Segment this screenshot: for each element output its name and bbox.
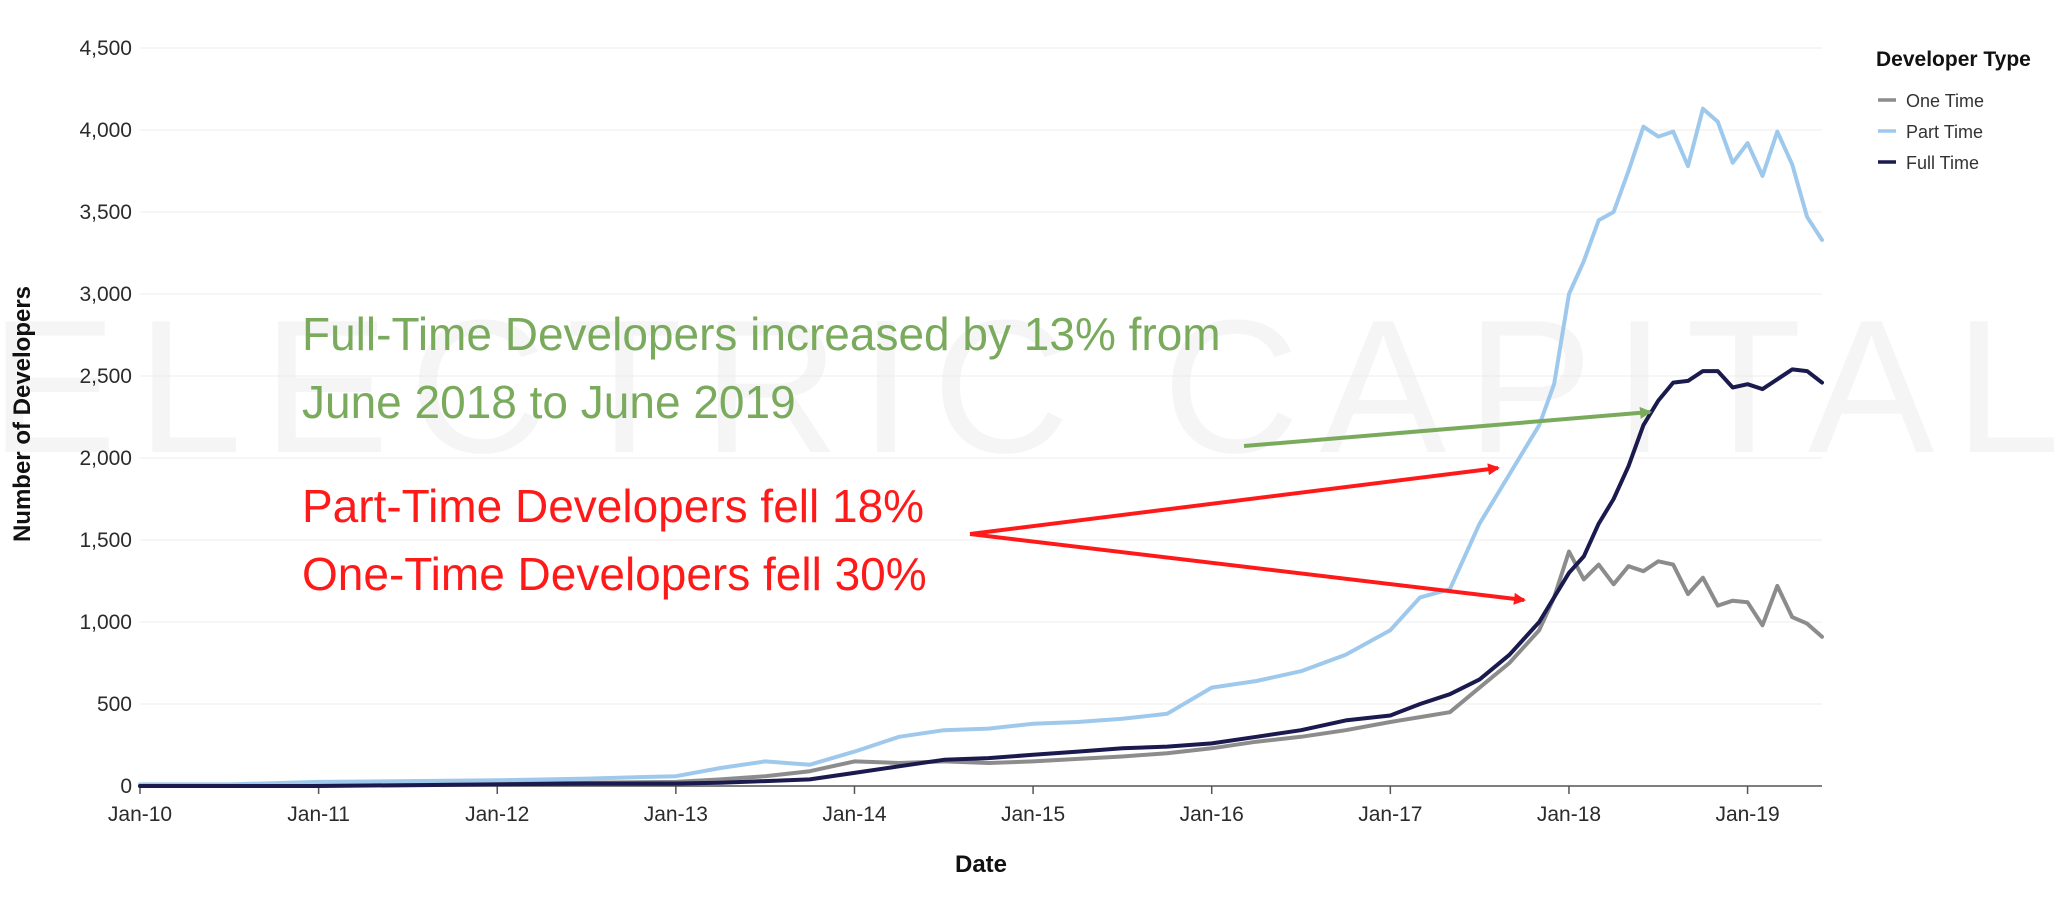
annotation-part-one-time: Part-Time Developers fell 18% One-Time D… bbox=[302, 463, 1526, 605]
annotation-full-time: Full-Time Developers increased by 13% fr… bbox=[302, 308, 1652, 448]
y-tick-label: 3,000 bbox=[79, 283, 132, 306]
x-tick-label: Jan-19 bbox=[1715, 803, 1779, 826]
annotation-part-time-text: Part-Time Developers fell 18% bbox=[302, 480, 924, 532]
y-tick-label: 0 bbox=[120, 775, 132, 798]
y-tick-label: 3,500 bbox=[79, 201, 132, 224]
series-lines bbox=[138, 106, 1824, 788]
y-tick-label: 1,000 bbox=[79, 611, 132, 634]
legend: Developer Type One Time Part Time Full Tim… bbox=[1876, 48, 2031, 173]
y-axis-title: Number of Developers bbox=[9, 286, 36, 542]
series-line-one-time bbox=[138, 549, 1824, 788]
x-tick-label: Jan-14 bbox=[822, 803, 887, 826]
annotation-part-time-arrow bbox=[969, 463, 1500, 536]
annotation-full-time-line1: Full-Time Developers increased by 13% fr… bbox=[302, 308, 1221, 360]
annotation-full-time-line2: June 2018 to June 2019 bbox=[302, 376, 796, 428]
legend-title: Developer Type bbox=[1876, 48, 2031, 71]
gridlines bbox=[140, 47, 1822, 705]
x-tick-label: Jan-12 bbox=[465, 803, 529, 826]
annotation-one-time-arrow bbox=[969, 532, 1526, 605]
x-axis-title: Date bbox=[955, 851, 1007, 878]
y-tick-label: 2,500 bbox=[79, 365, 132, 388]
y-tick-label: 4,500 bbox=[79, 37, 132, 60]
x-tick-label: Jan-18 bbox=[1537, 803, 1601, 826]
x-tick-label: Jan-10 bbox=[108, 803, 172, 826]
legend-label: Full Time bbox=[1906, 153, 1979, 173]
x-tick-label: Jan-16 bbox=[1180, 803, 1244, 826]
x-axis-ticks: Jan-10 Jan-11 Jan-12 Jan-13 Jan-14 Jan-15 Jan-… bbox=[108, 786, 1780, 826]
y-tick-label: 1,500 bbox=[79, 529, 132, 552]
x-tick-label: Jan-11 bbox=[287, 803, 350, 826]
legend-label: Part Time bbox=[1906, 122, 1983, 142]
series-line-part-time bbox=[138, 106, 1824, 787]
y-tick-label: 500 bbox=[97, 693, 132, 716]
x-tick-label: Jan-13 bbox=[644, 803, 708, 826]
annotation-one-time-text: One-Time Developers fell 30% bbox=[302, 548, 927, 600]
x-tick-label: Jan-15 bbox=[1001, 803, 1065, 826]
y-tick-label: 4,000 bbox=[79, 119, 132, 142]
y-tick-label: 2,000 bbox=[79, 447, 132, 470]
x-tick-label: Jan-17 bbox=[1358, 803, 1422, 826]
legend-label: One Time bbox=[1906, 91, 1984, 111]
series-line-full-time bbox=[138, 367, 1824, 788]
y-axis-ticks: 0 500 1,000 1,500 2,000 2,500 3,000 3,500 4,000 4… bbox=[79, 37, 132, 798]
annotation-full-time-arrow bbox=[1243, 406, 1652, 448]
